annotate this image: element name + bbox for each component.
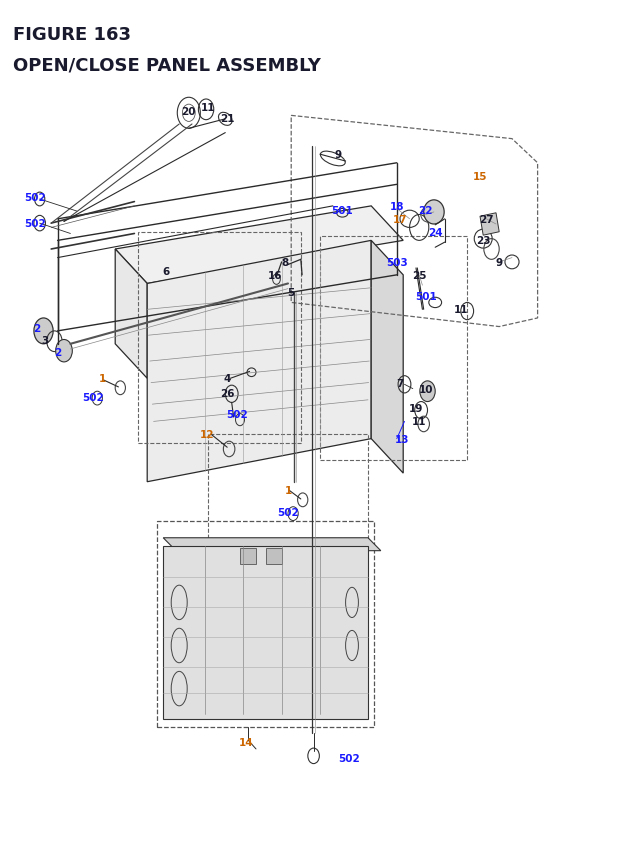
Text: 1: 1: [284, 486, 292, 496]
Text: 11: 11: [454, 305, 468, 315]
Polygon shape: [480, 214, 499, 236]
Text: 26: 26: [220, 388, 234, 399]
Text: 17: 17: [393, 214, 407, 225]
Text: 24: 24: [428, 227, 442, 238]
Text: OPEN/CLOSE PANEL ASSEMBLY: OPEN/CLOSE PANEL ASSEMBLY: [13, 56, 321, 74]
Text: 20: 20: [182, 107, 196, 117]
Text: 19: 19: [409, 404, 423, 414]
Text: 502: 502: [82, 393, 104, 403]
Text: 27: 27: [479, 214, 493, 225]
Text: 25: 25: [412, 270, 426, 281]
Text: 18: 18: [390, 201, 404, 212]
Text: 501: 501: [415, 292, 436, 302]
Text: 502: 502: [277, 507, 299, 517]
Text: 8: 8: [281, 257, 289, 268]
Text: 7: 7: [396, 378, 404, 388]
Text: 2: 2: [54, 348, 61, 358]
Text: 16: 16: [268, 270, 282, 281]
Text: 4: 4: [223, 374, 231, 384]
Polygon shape: [147, 241, 371, 482]
Text: 13: 13: [395, 434, 409, 444]
Text: 5: 5: [287, 288, 295, 298]
Bar: [240, 548, 256, 564]
Text: 15: 15: [473, 171, 487, 182]
Text: 11: 11: [201, 102, 215, 113]
Text: 502: 502: [24, 193, 46, 203]
Text: 21: 21: [220, 114, 234, 124]
Text: 23: 23: [476, 236, 490, 246]
Text: FIGURE 163: FIGURE 163: [13, 26, 131, 44]
Circle shape: [34, 319, 53, 344]
Polygon shape: [371, 241, 403, 474]
Text: 1: 1: [99, 374, 106, 384]
Text: 14: 14: [239, 737, 253, 747]
Text: 10: 10: [419, 385, 433, 395]
Polygon shape: [115, 250, 147, 379]
Text: 502: 502: [24, 219, 46, 229]
Text: 502: 502: [338, 753, 360, 763]
Text: 22: 22: [419, 206, 433, 216]
Circle shape: [420, 381, 435, 402]
Text: 9: 9: [495, 257, 503, 268]
Text: 501: 501: [332, 206, 353, 216]
Text: 6: 6: [163, 266, 170, 276]
Text: 2: 2: [33, 324, 41, 334]
Text: 502: 502: [226, 410, 248, 420]
Text: 11: 11: [412, 417, 426, 427]
Ellipse shape: [424, 201, 444, 225]
Polygon shape: [163, 547, 368, 719]
Text: 3: 3: [41, 336, 49, 346]
Polygon shape: [115, 207, 403, 284]
Text: 12: 12: [200, 430, 214, 440]
Text: 9: 9: [334, 150, 342, 160]
Circle shape: [56, 340, 72, 362]
Text: 503: 503: [386, 257, 408, 268]
Polygon shape: [163, 538, 381, 551]
Bar: [266, 548, 282, 564]
